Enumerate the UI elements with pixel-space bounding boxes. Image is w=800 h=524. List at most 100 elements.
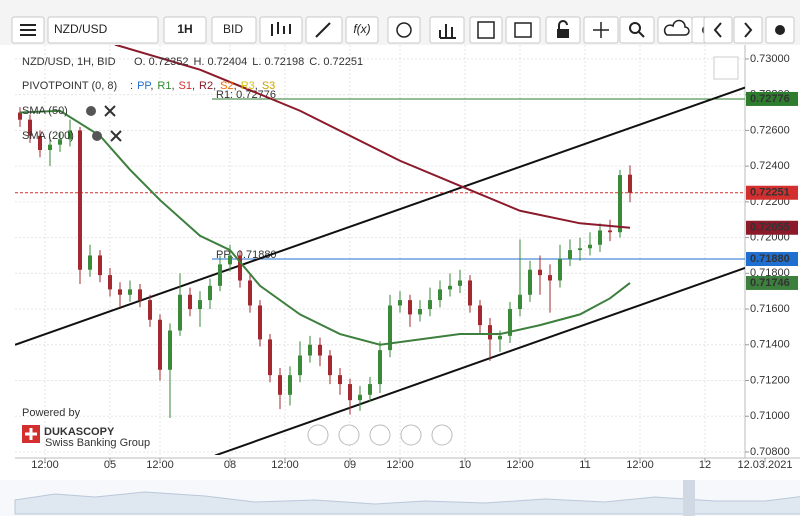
- ohlc-value: O. 0.72352: [134, 56, 188, 68]
- x-tick-label: 12.03.2021: [737, 459, 792, 471]
- pivot-item: ,: [150, 80, 153, 92]
- candle-body: [338, 375, 342, 385]
- candle-body: [608, 230, 612, 233]
- candle-body: [408, 300, 412, 315]
- nav-last[interactable]: [431, 424, 453, 446]
- legend-settings[interactable]: [92, 131, 102, 141]
- x-tick-label: 12:00: [626, 459, 654, 471]
- scroll-left-button[interactable]: [703, 16, 733, 44]
- popout-button[interactable]: [713, 56, 739, 80]
- legend-remove[interactable]: [104, 105, 116, 117]
- candle-body: [558, 259, 562, 281]
- candle-body: [268, 339, 272, 376]
- x-tick-label: 05: [104, 459, 116, 471]
- navigator-handle[interactable]: [683, 480, 695, 516]
- x-tick-label: 12:00: [31, 459, 59, 471]
- x-tick-label: 12: [699, 459, 711, 471]
- candle-body: [128, 289, 132, 295]
- menu-button[interactable]: [11, 16, 45, 44]
- y-tick-label: 0.73000: [750, 53, 790, 65]
- upload-button[interactable]: [657, 16, 693, 44]
- calendar-button[interactable]: [469, 16, 503, 44]
- news-button[interactable]: [505, 16, 541, 44]
- nav-zoom-out[interactable]: [338, 424, 360, 446]
- candle-body: [318, 344, 322, 356]
- price-tag-label: 0.71880: [750, 253, 790, 265]
- x-tick-label: 12:00: [146, 459, 174, 471]
- candle-body: [18, 112, 22, 120]
- pivot-item: ,: [255, 80, 258, 92]
- indicators-button[interactable]: f(x): [345, 16, 379, 44]
- pivot-label: PIVOTPOINT (0, 8): [22, 80, 117, 92]
- candle-body: [388, 305, 392, 351]
- candle-body: [448, 285, 452, 290]
- pivot-item: S3: [262, 80, 275, 92]
- symbol: NZD/USD: [54, 22, 108, 36]
- candle-body: [628, 174, 632, 193]
- ohlc-info: O. 0.72352 H. 0.72404 L. 0.72198 C. 0.72251: [134, 56, 363, 68]
- interval: 1H: [177, 22, 192, 36]
- candle-body: [488, 325, 492, 340]
- settings-button[interactable]: [765, 16, 795, 44]
- legend-entry: SMA (50): [22, 105, 68, 117]
- nav-zoom-in[interactable]: [400, 424, 422, 446]
- candle-body: [38, 135, 42, 151]
- y-tick-label: 0.71600: [750, 303, 790, 315]
- candle-body: [88, 255, 92, 270]
- y-tick-label: 0.71000: [750, 410, 790, 422]
- candle-body: [578, 248, 582, 251]
- sma-line: [114, 45, 631, 229]
- x-tick-label: 12:00: [386, 459, 414, 471]
- candle-body: [288, 375, 292, 395]
- candle-body: [518, 294, 522, 310]
- candle-body: [108, 275, 112, 290]
- candle-body: [218, 264, 222, 286]
- candle-body: [178, 294, 182, 331]
- y-tick-label: 0.72600: [750, 124, 790, 136]
- navigator-area: [14, 491, 800, 515]
- info-button[interactable]: [387, 16, 421, 44]
- candle-body: [438, 289, 442, 301]
- pivot-items: : PP, R1, S1, R2, S2, R3, S3: [130, 80, 275, 92]
- candle-body: [618, 175, 622, 233]
- sma-line: [19, 109, 631, 346]
- candle-body: [428, 300, 432, 310]
- zoom-button[interactable]: [619, 16, 655, 44]
- x-tick-label: 12:00: [271, 459, 299, 471]
- crosshair-button[interactable]: [583, 16, 619, 44]
- toolbar: NZD/USD 1H BID f(x): [0, 0, 800, 45]
- y-tick-label: 0.72400: [750, 160, 790, 172]
- candle-body: [208, 285, 212, 301]
- symbol-selector[interactable]: NZD/USD: [47, 16, 159, 44]
- candle-body: [508, 309, 512, 336]
- draw-button[interactable]: [305, 16, 343, 44]
- pivot-item: ,: [234, 80, 237, 92]
- price-tag-label: 0.72055: [750, 222, 790, 234]
- pivot-item: ,: [192, 80, 195, 92]
- legend-remove[interactable]: [110, 130, 122, 142]
- powered-by: Powered by: [22, 407, 81, 419]
- lock-button[interactable]: [545, 16, 581, 44]
- candle-body: [258, 305, 262, 340]
- ohlc-value: H. 0.72404: [193, 56, 247, 68]
- nav-fit[interactable]: [369, 424, 391, 446]
- ohlc-value: L. 0.72198: [252, 56, 304, 68]
- volume-button[interactable]: [429, 16, 465, 44]
- interval-selector[interactable]: 1H: [163, 16, 207, 44]
- overlay: NZD/USD, 1H, BID PIVOTPOINT (0, 8) : PP, R…: [0, 56, 800, 516]
- x-tick-label: 12:00: [506, 459, 534, 471]
- price-type-selector[interactable]: BID: [211, 16, 257, 44]
- candle-body: [198, 300, 202, 310]
- candle-body: [158, 319, 162, 370]
- scroll-right-button[interactable]: [733, 16, 763, 44]
- legend-settings[interactable]: [86, 106, 96, 116]
- candle-body: [58, 139, 62, 145]
- pivot-item: S2: [220, 80, 233, 92]
- nav-first[interactable]: [307, 424, 329, 446]
- candle-body: [348, 384, 352, 401]
- chart-type-button[interactable]: [259, 16, 303, 44]
- candle-body: [598, 230, 602, 245]
- price-tag: [746, 185, 798, 200]
- x-tick-label: 10: [459, 459, 471, 471]
